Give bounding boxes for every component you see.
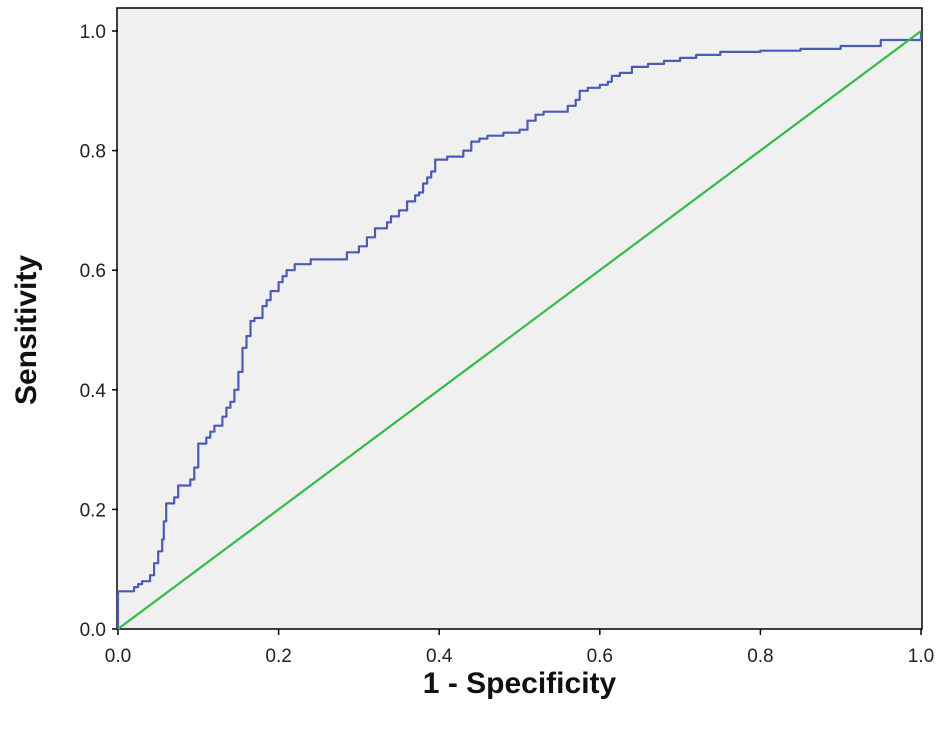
x-tick-label: 0.4 (426, 646, 453, 667)
reference-diagonal-line (117, 30, 922, 630)
x-axis-ticks: 0.0 0.2 0.4 0.6 0.8 1.0 (105, 629, 934, 667)
x-tick-label: 0.6 (587, 646, 613, 667)
x-tick-label: 0.8 (747, 646, 773, 667)
y-tick-label: 1.0 (80, 22, 106, 43)
y-tick-label: 0.8 (80, 142, 106, 163)
y-tick-label: 0.2 (80, 500, 106, 521)
y-tick-label: 0.0 (80, 620, 106, 641)
x-tick-label: 0.2 (265, 646, 291, 667)
y-axis-title: Sensitivity (10, 255, 43, 405)
y-axis-ticks: 0.0 0.2 0.4 0.6 0.8 1.0 (80, 22, 118, 641)
x-axis-title: 1 - Specificity (423, 667, 617, 700)
x-tick-label: 1.0 (908, 646, 934, 667)
x-tick-label: 0.0 (105, 646, 131, 667)
roc-curve-line (116, 31, 923, 629)
series-layer (116, 30, 923, 630)
y-tick-label: 0.6 (80, 261, 106, 282)
plot-area (116, 7, 923, 630)
y-tick-label: 0.4 (80, 381, 107, 402)
